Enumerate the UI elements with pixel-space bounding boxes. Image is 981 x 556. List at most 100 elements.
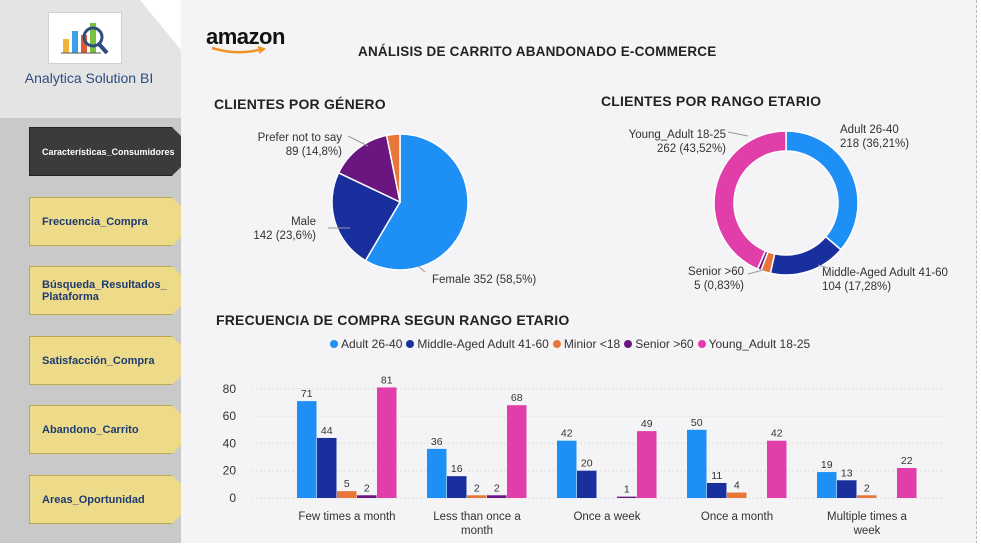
legend-item-senior-60: Senior >60 <box>624 337 694 351</box>
bar-adult-26-40 <box>687 429 707 498</box>
leader-line <box>817 264 829 269</box>
gender-label-prefer: Prefer not to say 89 (14,8%) <box>248 131 342 159</box>
bar-value-label: 5 <box>344 478 350 490</box>
leader-line <box>347 135 369 147</box>
bar-adult-26-40 <box>297 401 317 498</box>
bar-young-adult-18-25 <box>377 387 397 498</box>
amazon-smile-icon <box>211 46 267 54</box>
legend-item-minior-18: Minior <18 <box>552 337 621 351</box>
bottom-strip <box>0 543 981 556</box>
nav-areas-oportunidad[interactable]: Areas_Oportunidad <box>29 475 197 524</box>
bar-value-label: 36 <box>431 436 443 448</box>
slice-other <box>385 133 401 203</box>
slice-prefer-not-to-say <box>337 134 402 204</box>
bar-value-label: 2 <box>864 482 870 494</box>
bar-value-label: 44 <box>321 425 333 437</box>
y-tick-label: 80 <box>223 382 237 396</box>
age-label-adult-name: Adult 26-40 <box>840 124 899 136</box>
gender-label-prefer-value: 89 (14,8%) <box>285 146 342 158</box>
nav-caracteristicas-consumidores[interactable]: Características_Consumidores <box>29 127 197 176</box>
nav-frecuencia-compra[interactable]: Frecuencia_Compra <box>29 197 197 246</box>
age-label-young-value: 262 (43,52%) <box>656 143 726 155</box>
x-category-label: Multiple times a <box>827 511 907 523</box>
age-label-senior-value: 5 (0,83%) <box>694 280 744 292</box>
bar-senior-60 <box>357 495 377 498</box>
bar-middle-aged-adult-41-60 <box>317 437 337 498</box>
bar-adult-26-40 <box>817 472 837 498</box>
gender-pie-chart <box>328 133 469 272</box>
age-label-middle: Middle-Aged Adult 41-60 104 (17,28%) <box>822 266 948 294</box>
gender-label-male-value: 142 (23,6%) <box>253 230 316 242</box>
y-tick-label: 40 <box>223 436 237 450</box>
sidebar: Analytica Solution BI Características_Co… <box>0 0 197 556</box>
bar-value-label: 2 <box>494 482 500 494</box>
nav-abandono-carrito[interactable]: Abandono_Carrito <box>29 405 197 454</box>
gender-label-prefer-name: Prefer not to say <box>257 132 342 144</box>
gender-label-male-name: Male <box>291 216 316 228</box>
amazon-logo: amazon <box>206 24 285 49</box>
age-label-senior-name: Senior >60 <box>688 266 744 278</box>
bar-middle-aged-adult-41-60 <box>577 470 597 498</box>
bar-value-label: 13 <box>841 467 853 479</box>
bar-value-label: 2 <box>474 482 480 494</box>
bar-minior-18 <box>727 492 747 498</box>
legend-swatch <box>697 340 706 348</box>
bar-value-label: 42 <box>771 428 783 440</box>
age-label-middle-name: Middle-Aged Adult 41-60 <box>822 267 948 279</box>
gender-label-female: Female 352 (58,5%) <box>432 274 537 286</box>
legend-label: Senior >60 <box>635 337 694 351</box>
freq-chart-legend: Adult 26-40 Middle-Aged Adult 41-60 Minior… <box>330 337 814 351</box>
x-category-label: Once a month <box>701 511 773 523</box>
slice-young-adult-18-25 <box>713 130 787 271</box>
bar-value-label: 42 <box>561 428 573 440</box>
bar-middle-aged-adult-41-60 <box>707 482 727 498</box>
bar-middle-aged-adult-41-60 <box>837 480 857 498</box>
age-label-young: Young_Adult 18-25 262 (43,52%) <box>610 128 726 156</box>
bar-value-label: 49 <box>641 418 653 430</box>
bar-senior-60 <box>487 495 507 498</box>
age-label-adult-value: 218 (36,21%) <box>840 138 910 150</box>
legend-swatch <box>552 340 561 348</box>
freq-chart-title: FRECUENCIA DE COMPRA SEGUN RANGO ETARIO <box>216 312 570 328</box>
nav-satisfaccion-compra[interactable]: Satisfacción_Compra <box>29 336 197 385</box>
legend-label: Minior <18 <box>563 337 621 351</box>
x-category-label: month <box>461 525 493 537</box>
bar-value-label: 16 <box>451 463 463 475</box>
age-donut-chart <box>713 130 859 276</box>
page-title: ANÁLISIS DE CARRITO ABANDONADO E-COMMERC… <box>358 44 717 59</box>
y-tick-label: 60 <box>223 409 237 423</box>
slice-female <box>364 133 469 271</box>
legend-item-adult-26-40: Adult 26-40 <box>330 337 402 351</box>
legend-swatch <box>624 340 633 348</box>
bar-value-label: 2 <box>364 482 370 494</box>
bar-value-label: 71 <box>301 388 313 400</box>
y-tick-label: 20 <box>223 464 237 478</box>
bar-value-label: 50 <box>691 417 703 429</box>
legend-swatch <box>406 340 415 348</box>
leader-line <box>417 265 426 272</box>
nav-busqueda-resultados-plataforma[interactable]: Búsqueda_Resultados_ Plataforma <box>29 266 197 315</box>
legend-label: Middle-Aged Adult 41-60 <box>417 337 549 351</box>
bar-value-label: 22 <box>901 455 913 467</box>
leader-line <box>727 131 749 137</box>
legend-item-young-adult-18-25: Young_Adult 18-25 <box>697 337 810 351</box>
age-label-adult: Adult 26-40 218 (36,21%) <box>840 123 909 151</box>
x-category-label: Few times a month <box>298 511 395 523</box>
gender-chart-title: CLIENTES POR GÉNERO <box>214 96 386 112</box>
legend-label: Adult 26-40 <box>341 337 403 351</box>
bar-value-label: 19 <box>821 459 833 471</box>
bar-adult-26-40 <box>557 440 577 498</box>
bar-young-adult-18-25 <box>767 440 787 498</box>
chart-magnifier-icon <box>61 23 109 55</box>
leader-line <box>747 269 764 275</box>
x-category-label: Once a week <box>573 511 640 523</box>
x-category-label: week <box>853 525 881 537</box>
age-label-young-name: Young_Adult 18-25 <box>628 129 726 141</box>
bar-senior-60 <box>617 496 637 498</box>
bar-minior-18 <box>857 495 877 498</box>
bar-young-adult-18-25 <box>507 405 527 498</box>
age-label-senior: Senior >60 5 (0,83%) <box>676 265 744 293</box>
bar-minior-18 <box>467 495 487 498</box>
bar-adult-26-40 <box>427 448 447 498</box>
